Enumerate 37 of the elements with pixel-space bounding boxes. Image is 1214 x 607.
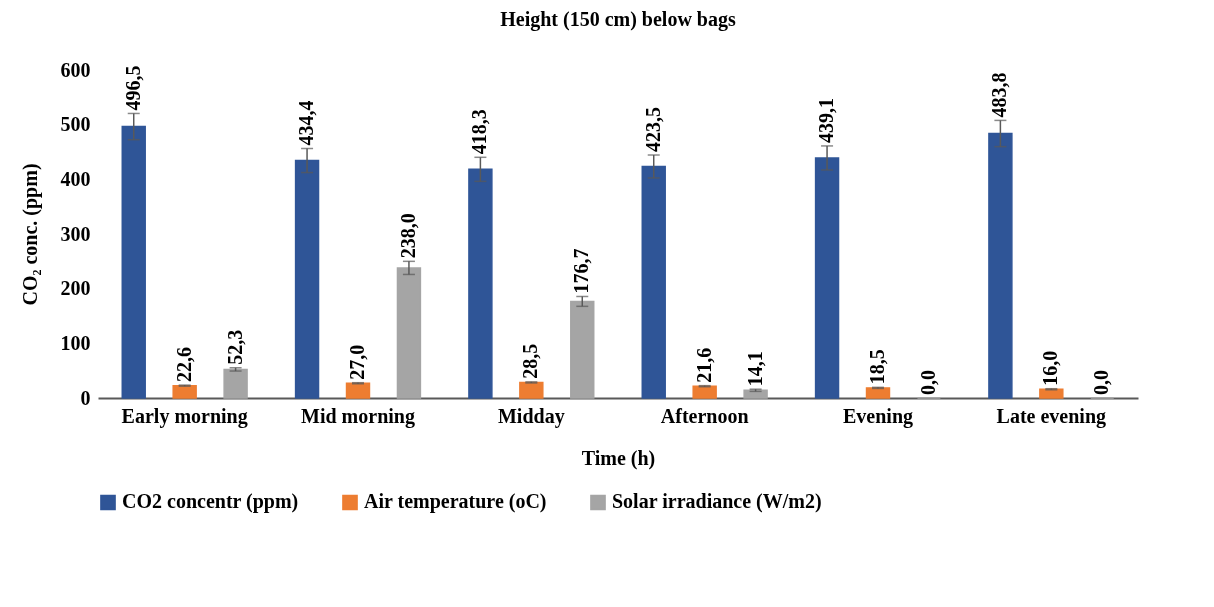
data-label: 52,3 [223, 329, 246, 365]
data-label: 483,8 [988, 72, 1011, 118]
data-label: 0,0 [916, 370, 939, 395]
y-axis-title: CO₂ conc. (ppm) [18, 163, 42, 306]
x-tick-label: Early morning [121, 404, 248, 428]
legend-label: Air temperature (oC) [364, 490, 547, 514]
y-tick-label: 400 [60, 167, 91, 190]
data-label: 423,5 [641, 107, 664, 153]
y-tick-label: 500 [60, 113, 91, 136]
y-tick-label: 0 [80, 386, 91, 409]
y-tick-label: 100 [60, 331, 91, 354]
data-label: 16,0 [1039, 350, 1062, 386]
chart-title: Height (150 cm) below bags [500, 8, 736, 31]
data-label: 238,0 [396, 213, 419, 259]
legend-label: Solar irradiance (W/m2) [612, 490, 822, 514]
data-label: 21,6 [692, 347, 715, 383]
data-label: 22,6 [172, 347, 195, 383]
y-tick-label: 200 [60, 277, 91, 300]
x-axis-title: Time (h) [581, 446, 656, 470]
data-label: 434,4 [295, 100, 318, 146]
x-tick-label: Evening [842, 404, 914, 428]
x-tick-label: Midday [497, 404, 565, 428]
data-label: 14,1 [743, 351, 766, 387]
y-tick-label: 300 [60, 222, 91, 245]
x-tick-label: Afternoon [660, 404, 749, 427]
legend-label: CO2 concentr (ppm) [122, 490, 299, 514]
data-label: 496,5 [121, 65, 144, 111]
data-label: 27,0 [346, 344, 368, 380]
data-label: 18,5 [866, 349, 888, 385]
data-label: 418,3 [468, 109, 491, 155]
data-label: 0,0 [1090, 370, 1113, 395]
y-tick-label: 600 [60, 58, 91, 81]
x-tick-label: Late evening [996, 404, 1107, 428]
x-tick-label: Mid morning [301, 404, 415, 428]
data-label: 176,7 [570, 248, 593, 294]
data-label: 28,5 [519, 343, 542, 379]
data-label: 439,1 [815, 97, 838, 143]
